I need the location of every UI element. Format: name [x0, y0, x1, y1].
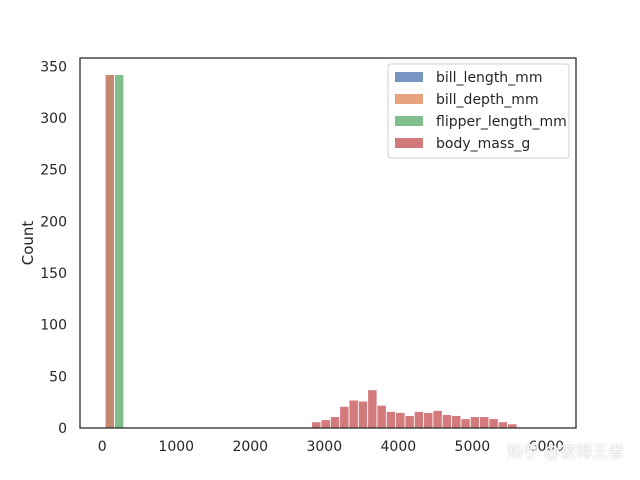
bars-layer [104, 74, 536, 429]
x-axis-ticks: 0 1000 2000 3000 4000 5000 6000 [98, 439, 564, 455]
bar-body_mass_g [348, 399, 359, 429]
legend: bill_length_mm bill_depth_mm flipper_lengt… [387, 63, 570, 159]
bar-body_mass_g [367, 389, 378, 429]
y-tick-label: 50 [49, 369, 67, 385]
bar-body_mass_g [460, 418, 471, 429]
x-tick-label: 5000 [455, 439, 491, 455]
plot-frame [79, 57, 577, 429]
x-tick-label: 2000 [232, 439, 268, 455]
bar-body_mass_g [479, 416, 490, 429]
legend-swatch [395, 94, 423, 104]
bar-body_mass_g [413, 411, 425, 429]
x-tick-label: 6000 [529, 439, 565, 455]
bar-body_mass_g [329, 416, 341, 429]
bar-body_mass_g [423, 412, 434, 429]
x-tick-label: 4000 [381, 439, 417, 455]
y-axis-ticks: 0 50 100 150 200 250 300 350 [40, 59, 67, 437]
y-tick-label: 200 [40, 214, 67, 230]
bar-body_mass_g [376, 404, 387, 429]
y-tick-label: 0 [58, 421, 67, 437]
legend-label: flipper_length_mm [436, 114, 567, 130]
y-axis-label: Count [19, 221, 37, 266]
y-tick-label: 250 [40, 163, 67, 179]
bar-body_mass_g [451, 415, 462, 429]
bar-bill_depth_mm [104, 74, 115, 429]
bar-body_mass_g [320, 419, 331, 429]
bar-body_mass_g [441, 414, 453, 429]
bar-body_mass_g [395, 412, 406, 429]
legend-label: bill_depth_mm [436, 92, 539, 108]
bar-body_mass_g [469, 416, 481, 429]
y-tick-label: 100 [40, 318, 67, 334]
x-tick-label: 1000 [158, 439, 194, 455]
bar-body_mass_g [357, 400, 369, 429]
y-tick-label: 300 [40, 111, 67, 127]
x-tick-label: 0 [98, 439, 107, 455]
bar-body_mass_g [432, 410, 443, 429]
bar-flipper_length_mm [114, 74, 125, 429]
watermark: 知乎 @彼得王者 [506, 442, 624, 461]
y-tick-label: 350 [40, 59, 67, 75]
bar-body_mass_g [497, 421, 508, 429]
legend-swatch [395, 72, 423, 82]
x-tick-label: 3000 [306, 439, 342, 455]
legend-swatch [395, 138, 423, 148]
bar-body_mass_g [311, 421, 322, 429]
bar-body_mass_g [404, 415, 415, 429]
y-tick-label: 150 [40, 266, 67, 282]
bar-body_mass_g [339, 405, 350, 429]
bar-body_mass_g [385, 411, 397, 429]
legend-label: body_mass_g [436, 136, 530, 152]
legend-label: bill_length_mm [436, 70, 542, 86]
legend-swatch [395, 116, 423, 126]
bar-body_mass_g [488, 418, 499, 429]
legend-box [387, 63, 570, 159]
